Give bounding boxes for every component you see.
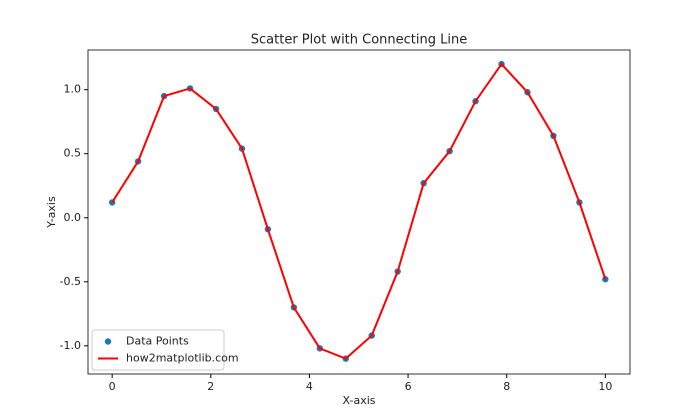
x-axis-label: X-axis — [343, 394, 376, 407]
data-line — [111, 62, 607, 360]
x-tick-label: 0 — [109, 380, 116, 393]
y-axis-label: Y-axis — [45, 196, 58, 229]
y-tick-label: -1.0 — [60, 339, 81, 352]
y-tick-label: 0.5 — [64, 147, 82, 160]
y-tick-label: 0.0 — [64, 211, 82, 224]
y-tick-label: -0.5 — [60, 275, 81, 288]
x-tick-label: 4 — [306, 380, 313, 393]
x-tick-label: 8 — [503, 380, 510, 393]
x-tick-label: 2 — [207, 380, 214, 393]
y-tick-label: 1.0 — [64, 83, 82, 96]
legend-marker — [104, 338, 112, 345]
legend-label: Data Points — [126, 335, 189, 348]
legend-label: how2matplotlib.com — [126, 352, 239, 365]
chart-title: Scatter Plot with Connecting Line — [251, 33, 467, 48]
x-tick-label: 10 — [598, 380, 612, 393]
plot-frame — [87, 49, 631, 375]
legend-box — [91, 329, 225, 371]
x-tick-label: 6 — [405, 380, 412, 393]
